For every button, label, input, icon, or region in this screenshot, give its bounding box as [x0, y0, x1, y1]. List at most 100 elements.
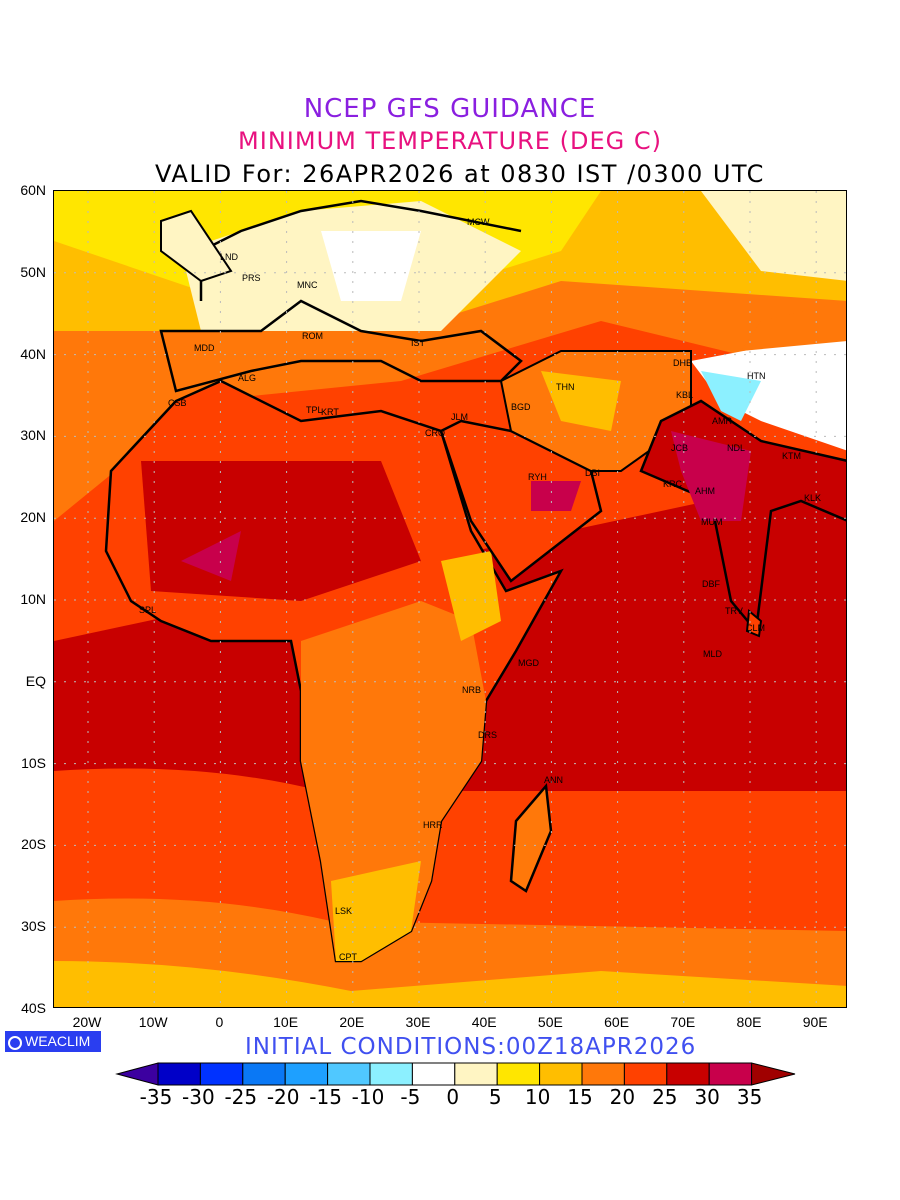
map-field	[54, 191, 846, 1007]
colorbar-swatch	[623, 1062, 668, 1086]
city-label: TRV	[725, 606, 743, 616]
lon-label: 30E	[405, 1014, 431, 1030]
city-label: DBF	[702, 579, 720, 589]
colorbar-label: 35	[736, 1085, 763, 1109]
title-line-2: MINIMUM TEMPERATURE (DEG C)	[238, 127, 662, 155]
colorbar-swatch	[284, 1062, 329, 1086]
colorbar-label: 15	[567, 1085, 593, 1109]
colorbar-swatch	[496, 1062, 541, 1086]
lon-label: 60E	[604, 1014, 630, 1030]
colorbar-swatch	[539, 1062, 583, 1086]
city-label: AMR	[712, 416, 732, 426]
city-label: KRC	[663, 479, 683, 489]
title-line-1: NCEP GFS GUIDANCE	[303, 94, 597, 124]
valid-time: VALID For: 26APR2026 at 0830 IST /0300 U…	[155, 160, 765, 188]
colorbar-label: 30	[694, 1085, 720, 1109]
colorbar-label: -10	[351, 1085, 385, 1109]
colorbar-swatch	[327, 1062, 371, 1086]
lat-label: 50N	[20, 263, 46, 280]
colorbar-label: 5	[488, 1085, 502, 1109]
colorbar-label: -20	[266, 1085, 300, 1109]
city-label: CLM	[746, 623, 766, 633]
city-label: CRO	[425, 428, 445, 438]
lat-label: 30N	[20, 427, 46, 444]
city-label: MCW	[467, 217, 490, 227]
city-label: JCB	[671, 443, 689, 453]
city-label: PRS	[242, 273, 261, 283]
lon-label: 90E	[802, 1014, 828, 1030]
city-label: HTN	[747, 371, 766, 381]
city-label: CSB	[168, 398, 187, 408]
lat-label: 40S	[21, 1000, 46, 1016]
lon-label: 20E	[339, 1014, 365, 1030]
lon-label: 80E	[736, 1014, 762, 1030]
lat-label: 40N	[20, 345, 46, 362]
city-label: MNC	[297, 280, 318, 290]
colorbar-label: 25	[652, 1085, 678, 1109]
lat-label: 60N	[20, 182, 46, 198]
colorbar-swatch	[411, 1062, 456, 1086]
colorbar-swatch	[369, 1062, 413, 1086]
city-label: MGD	[518, 658, 539, 668]
lon-label: 10W	[138, 1014, 168, 1030]
lon-label: 50E	[537, 1014, 563, 1030]
colorbar-swatch	[242, 1062, 286, 1086]
city-label: KRT	[321, 407, 339, 417]
colorbar-over-arrow	[751, 1062, 796, 1086]
colorbar-label: 20	[609, 1085, 636, 1109]
city-label: LND	[220, 252, 239, 262]
colorbar	[115, 1062, 796, 1086]
lon-label: 70E	[670, 1014, 696, 1030]
lat-label: 20N	[20, 509, 46, 526]
lon-label: 0	[215, 1014, 224, 1030]
city-label: KBL	[676, 390, 694, 400]
colorbar-swatch	[666, 1062, 710, 1086]
colorbar-swatch	[581, 1062, 625, 1086]
colorbar-swatch	[708, 1062, 753, 1086]
city-label: JLM	[451, 412, 469, 422]
initial-conditions: INITIAL CONDITIONS:00Z18APR2026	[245, 1034, 697, 1060]
lat-label: EQ	[25, 672, 46, 689]
city-label: IST	[411, 338, 426, 348]
colorbar-label: -35	[139, 1085, 173, 1109]
city-label: KLK	[804, 493, 822, 503]
colorbar-swatch	[199, 1062, 244, 1086]
city-label: KTM	[782, 451, 801, 461]
colorbar-label: 10	[524, 1085, 551, 1109]
lat-label: 20S	[21, 836, 46, 853]
lon-label: 20W	[72, 1014, 102, 1030]
city-label: NDL	[727, 443, 746, 453]
weaclim-logo: WEACLIM	[5, 1031, 101, 1052]
colorbar-swatch	[157, 1062, 201, 1086]
city-label: MUM	[701, 517, 723, 527]
city-label: ALG	[238, 373, 257, 383]
lat-label: 10N	[20, 591, 46, 607]
city-label: AHM	[695, 486, 715, 496]
city-label: MDD	[194, 343, 215, 353]
city-label: ROM	[302, 331, 323, 341]
lon-label: 40E	[471, 1014, 497, 1030]
colorbar-under-arrow	[115, 1062, 159, 1086]
colorbar-label: -30	[182, 1085, 215, 1109]
city-label: HRR	[423, 820, 443, 830]
city-label: DHB	[673, 358, 693, 368]
city-label: DBI	[585, 468, 601, 478]
city-label: SPL	[139, 605, 157, 615]
colorbar-label: -15	[309, 1085, 342, 1109]
city-label: RYH	[528, 472, 547, 482]
colorbar-swatch	[454, 1062, 498, 1086]
city-label: THN	[556, 382, 575, 392]
logo-text: WEACLIM	[25, 1033, 91, 1049]
city-label: LSK	[335, 906, 353, 916]
city-label: MLD	[703, 649, 723, 659]
colorbar-label: -25	[224, 1085, 258, 1109]
city-label: BGD	[511, 402, 531, 412]
city-label: TPL	[306, 405, 323, 415]
colorbar-label: 0	[446, 1085, 460, 1109]
city-label: NRB	[462, 685, 482, 695]
city-label: ANN	[544, 775, 564, 785]
city-label: CPT	[339, 952, 357, 962]
lon-label: 10E	[273, 1014, 299, 1030]
colorbar-label: -5	[400, 1085, 421, 1109]
city-label: DRS	[478, 730, 498, 740]
